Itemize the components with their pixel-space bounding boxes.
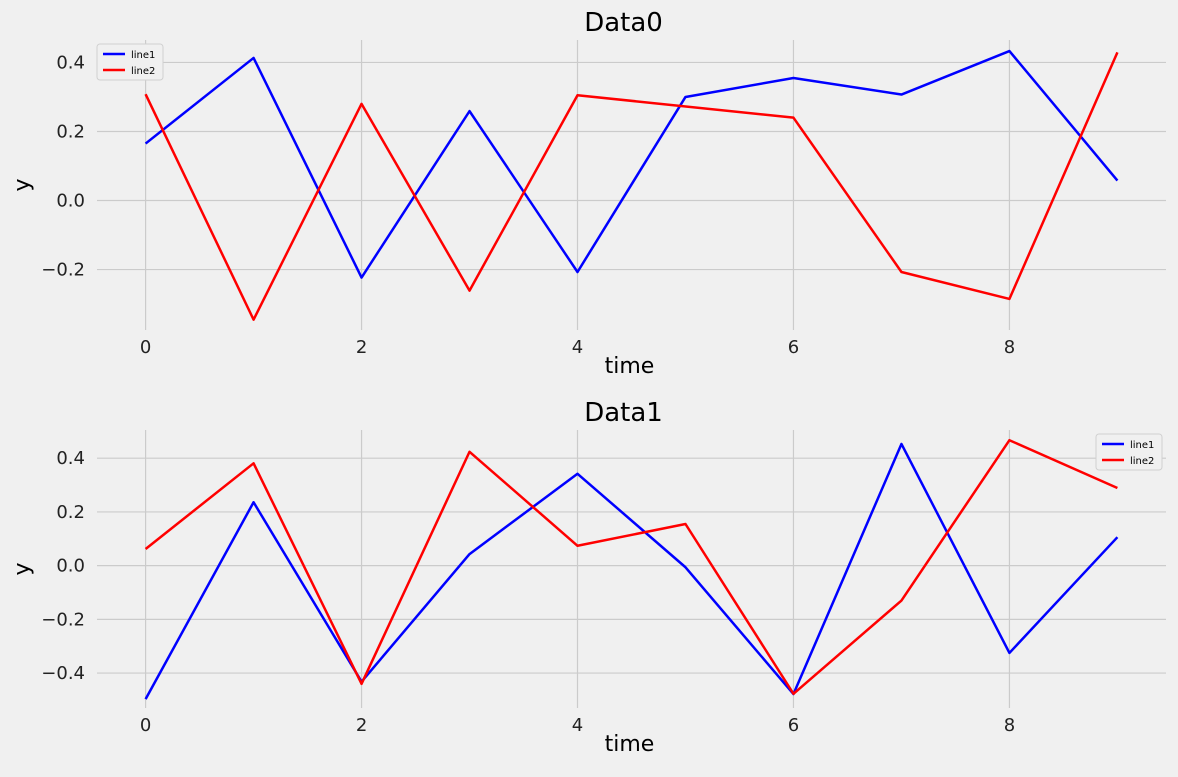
y-tick-label: 0.2 [56,121,85,142]
x-tick-label: 2 [356,337,367,358]
x-axis-label: time [605,354,655,379]
legend-label-line1: line1 [131,50,155,61]
series-line-line2 [144,51,1119,321]
y-tick-label: 0.4 [56,448,85,469]
x-tick-label: 4 [572,337,583,358]
x-axis-label: time [605,732,655,757]
y-tick-label: −0.2 [41,260,85,281]
legend-label-line2: line2 [131,66,155,77]
x-tick-label: 4 [572,715,583,736]
series-line-line1 [144,49,1119,279]
y-axis-label: y [10,562,35,575]
legend: line1 line2 [96,43,164,81]
x-tick-label: 6 [788,715,799,736]
y-tick-label: −0.4 [41,663,85,684]
legend-label-line1: line1 [1130,440,1154,451]
chart-title: Data1 [584,398,663,428]
x-tick-label: 8 [1004,337,1015,358]
y-tick-label: 0.0 [56,556,85,577]
x-tick-label: 0 [140,715,151,736]
series-line-line2 [144,438,1118,696]
series-line-line1 [144,442,1119,700]
chart-title: Data0 [584,8,663,38]
x-tick-label: 6 [788,337,799,358]
x-tick-label: 0 [140,337,151,358]
legend-label-line2: line2 [1130,456,1154,467]
chart-panel-data0: 0 2 4 6 8 −0.2 0.0 0.2 0.4 Data0 time y line1 line2 [10,8,1166,379]
y-axis-label: y [10,178,35,191]
y-tick-label: 0.2 [56,502,85,523]
x-tick-label: 8 [1004,715,1015,736]
legend: line1 line2 [1095,433,1163,471]
y-tick-label: 0.0 [56,191,85,212]
x-tick-label: 2 [356,715,367,736]
y-tick-label: −0.2 [41,609,85,630]
chart-panel-data1: 0 2 4 6 8−0.4−0.20.00.20.4Data1timeyline1lin… [10,398,1166,757]
y-tick-label: 0.4 [56,52,85,73]
